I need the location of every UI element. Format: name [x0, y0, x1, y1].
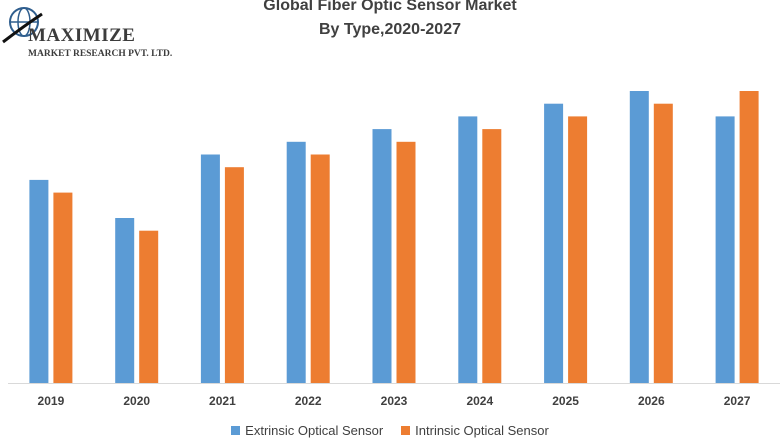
bar-intrinsic-2025: [568, 116, 588, 384]
bar-extrinsic-2026: [629, 91, 649, 383]
logo-wordmark: MAXIMIZE: [28, 25, 136, 46]
x-tick-label-2020: 2020: [123, 394, 150, 408]
bar-intrinsic-2026: [653, 103, 673, 383]
legend: Extrinsic Optical Sensor Intrinsic Optic…: [0, 423, 780, 438]
logo-subtitle: MARKET RESEARCH PVT. LTD.: [28, 49, 173, 59]
chart-subtitle: By Type,2020-2027: [318, 21, 461, 38]
bar-extrinsic-2021: [200, 154, 220, 383]
bar-extrinsic-2022: [286, 141, 306, 383]
x-tick-label-2026: 2026: [638, 394, 665, 408]
company-logo: MAXIMIZE MARKET RESEARCH PVT. LTD.: [0, 0, 173, 64]
bar-intrinsic-2023: [396, 141, 416, 383]
bar-group: [29, 91, 759, 384]
globe-icon: [2, 7, 43, 44]
x-tick-label-2021: 2021: [209, 394, 236, 408]
bar-intrinsic-2027: [739, 91, 759, 383]
bar-intrinsic-2020: [139, 230, 159, 383]
legend-item-intrinsic: Intrinsic Optical Sensor: [401, 423, 549, 438]
bar-extrinsic-2025: [544, 103, 564, 383]
bar-extrinsic-2020: [115, 218, 135, 383]
bar-extrinsic-2023: [372, 129, 392, 383]
x-tick-label-2023: 2023: [381, 394, 408, 408]
x-tick-label-2027: 2027: [724, 394, 751, 408]
x-tick-label-2024: 2024: [466, 394, 493, 408]
legend-label-extrinsic: Extrinsic Optical Sensor: [245, 423, 384, 438]
bar-intrinsic-2024: [482, 129, 502, 383]
chart-title: Global Fiber Optic Sensor Market: [263, 0, 517, 14]
legend-item-extrinsic: Extrinsic Optical Sensor: [231, 423, 383, 438]
bar-extrinsic-2027: [715, 116, 735, 384]
x-tick-label-2019: 2019: [38, 394, 65, 408]
legend-swatch-intrinsic: [401, 426, 411, 435]
bar-intrinsic-2019: [53, 192, 73, 383]
bar-extrinsic-2024: [458, 116, 478, 384]
bar-intrinsic-2021: [224, 167, 244, 383]
x-tick-label-2025: 2025: [552, 394, 579, 408]
bar-extrinsic-2019: [29, 179, 49, 383]
bar-intrinsic-2022: [310, 154, 330, 383]
legend-swatch-extrinsic: [231, 426, 241, 435]
legend-label-intrinsic: Intrinsic Optical Sensor: [415, 423, 549, 438]
x-axis-ticks: 2019 2020 2021 2022 2023 2024 2025 2026 2027: [38, 394, 751, 408]
x-tick-label-2022: 2022: [295, 394, 322, 408]
